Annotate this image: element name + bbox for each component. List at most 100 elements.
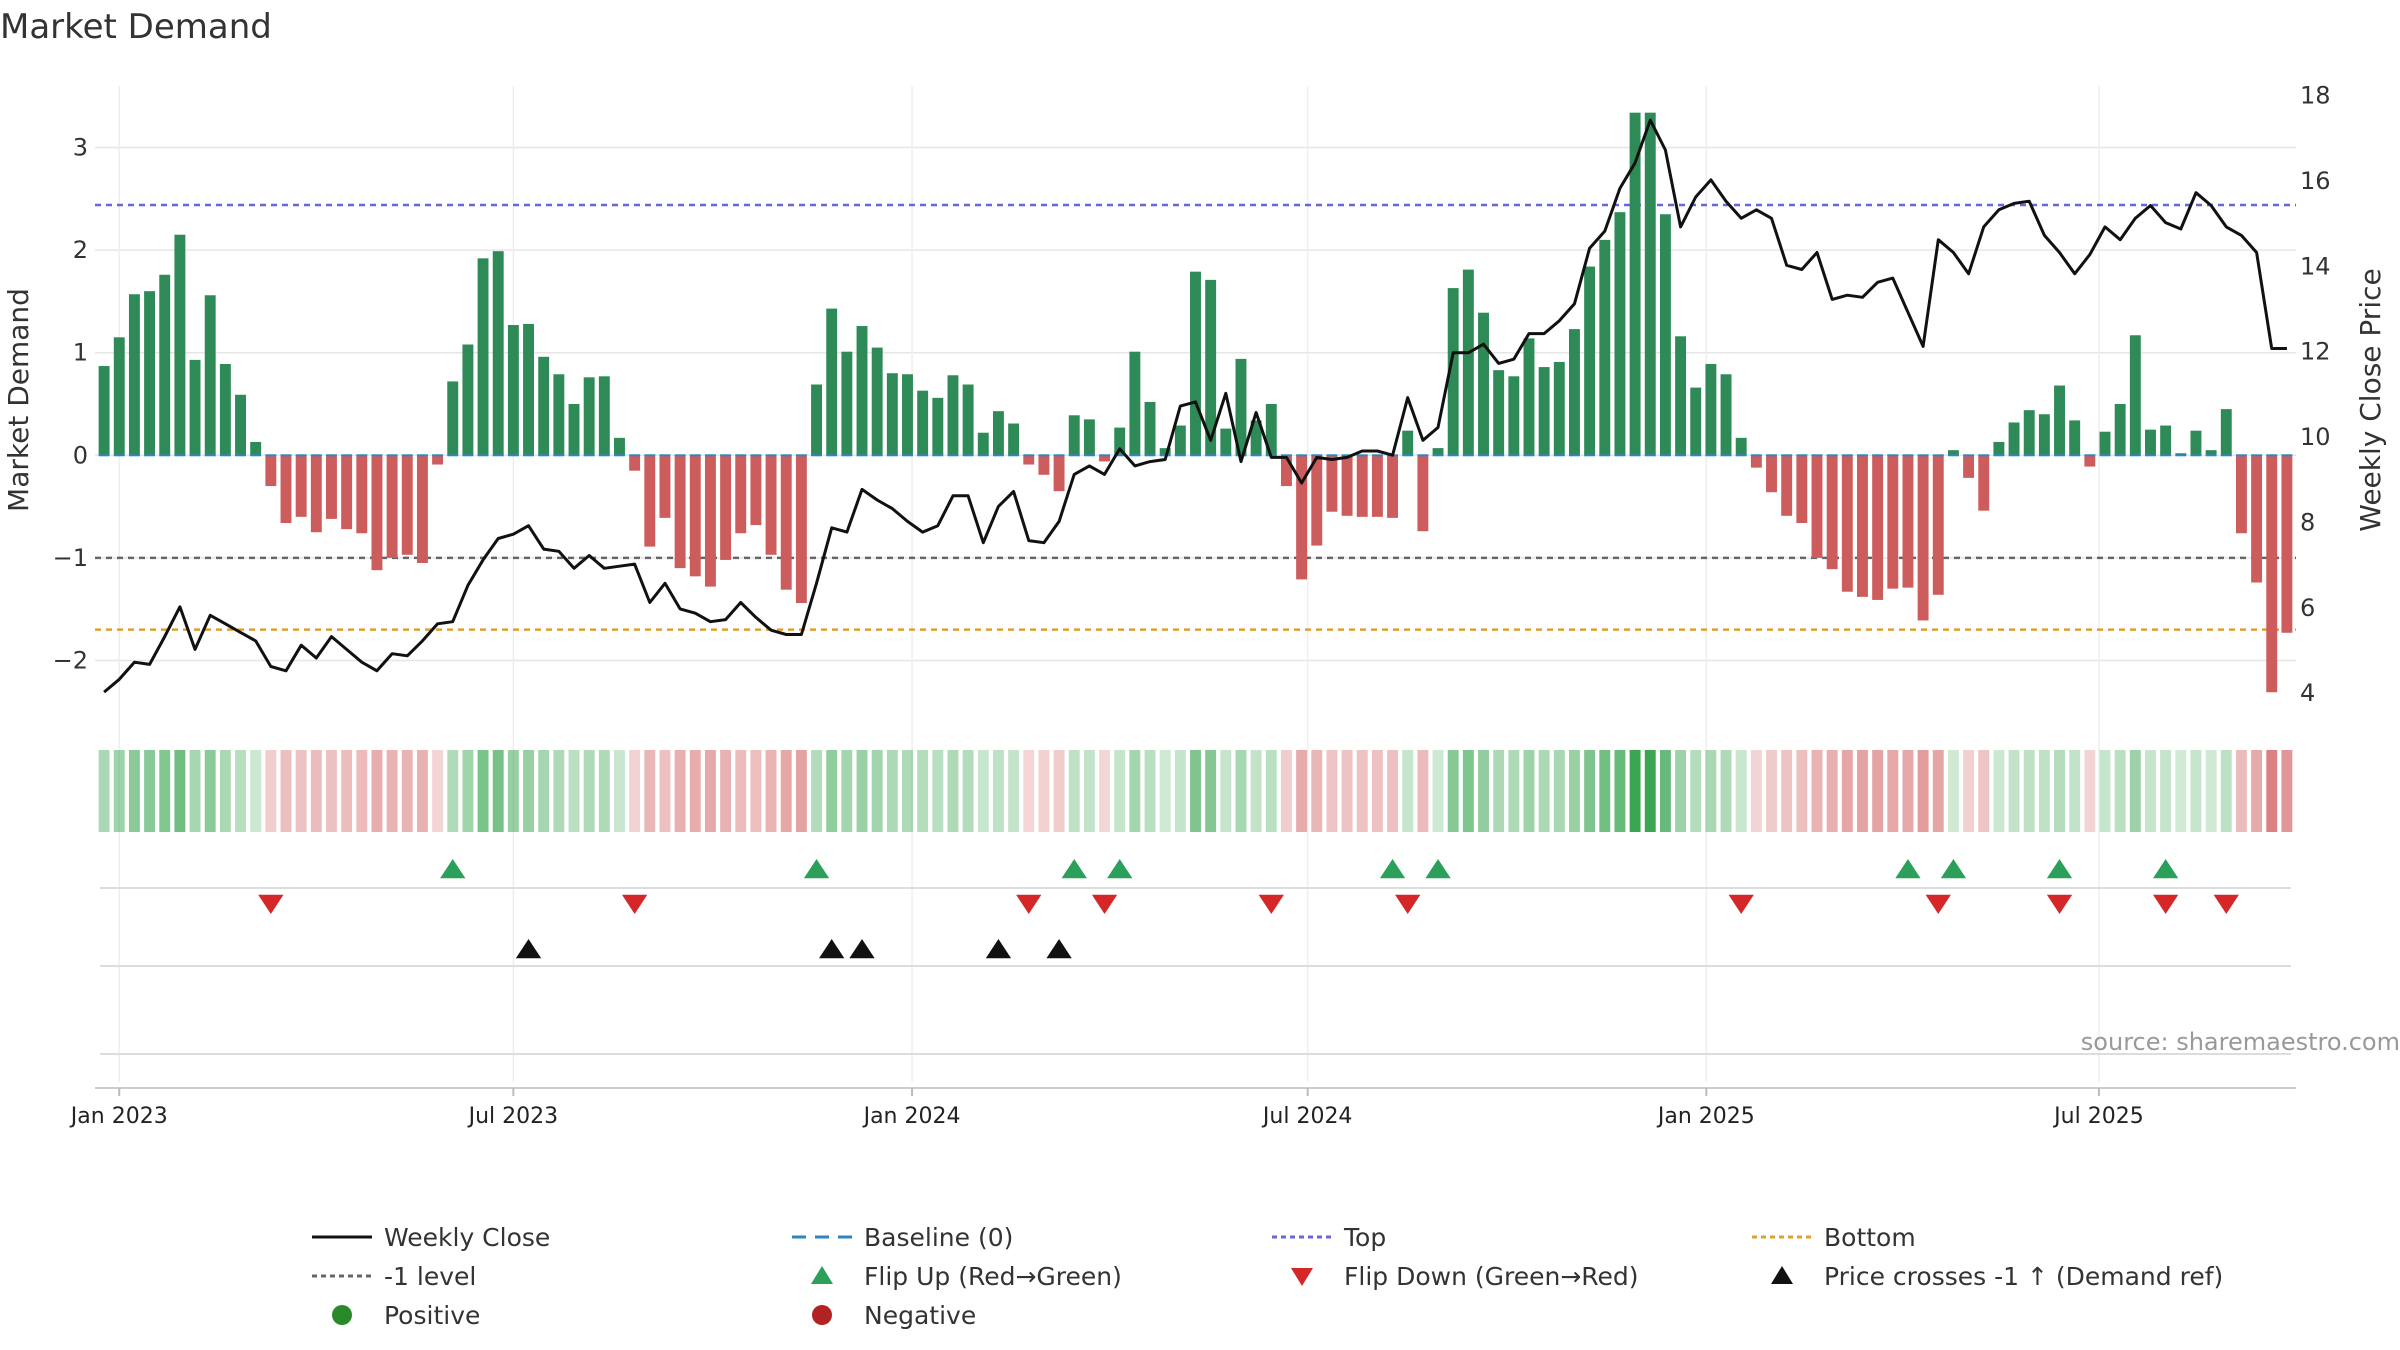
demand-bar	[341, 455, 353, 530]
demand-bar	[947, 375, 959, 456]
demand-bar	[780, 455, 792, 590]
strip-cell	[1311, 750, 1323, 832]
demand-bar	[2084, 455, 2096, 467]
strip-cell	[583, 750, 595, 832]
x-tick-labels: Jan 2023 Jul 2023 Jan 2024 Jul 2024 Jan 2025…	[69, 1088, 2144, 1129]
strip-cell	[1735, 750, 1747, 832]
demand-bar	[2160, 425, 2172, 456]
demand-bar	[644, 455, 656, 547]
demand-bar	[1129, 351, 1141, 456]
strip-cell	[1599, 750, 1611, 832]
strip-cell	[280, 750, 292, 832]
demand-bar	[902, 374, 913, 456]
strip-cell	[401, 750, 413, 832]
demand-bar	[1599, 239, 1611, 456]
source-note: source: sharemaestro.com	[2081, 1028, 2400, 1056]
legend-swatch-triangle-down	[1291, 1268, 1313, 1286]
demand-bar	[1917, 455, 1929, 621]
flip-up-marker	[803, 859, 830, 879]
flip-down-marker	[1258, 894, 1284, 914]
demand-bar	[2145, 429, 2156, 456]
strip-cell	[1417, 750, 1429, 832]
demand-bar	[1190, 271, 1201, 456]
strip-cell	[992, 750, 1004, 832]
demand-bar	[1887, 455, 1899, 589]
y-left-tick-labels: −2 −1 0 1 2 3	[53, 134, 88, 675]
y-left-axis-label: Market Demand	[2, 288, 35, 512]
strip-cell	[310, 750, 322, 832]
demand-bar	[1614, 212, 1626, 456]
demand-bar	[1432, 448, 1444, 456]
demand-bar	[720, 455, 732, 560]
strip-cell	[1129, 750, 1141, 832]
demand-bar	[204, 295, 216, 456]
legend-label: Flip Down (Green→Red)	[1344, 1262, 1639, 1291]
demand-bar	[2008, 422, 2020, 456]
demand-bar	[462, 344, 474, 456]
demand-bar	[1902, 455, 1914, 588]
demand-bar	[1038, 455, 1050, 475]
price-cross-marker	[819, 939, 845, 959]
demand-bar	[386, 455, 398, 558]
demand-bar	[1417, 455, 1429, 532]
demand-bar	[2266, 455, 2278, 693]
demand-bar	[1766, 455, 1777, 493]
demand-bar	[1068, 415, 1080, 456]
strip-cell	[1083, 750, 1095, 832]
strip-cell	[219, 750, 231, 832]
demand-bar	[583, 377, 595, 456]
strip-cell	[326, 750, 337, 832]
flip-up-marker	[1895, 859, 1921, 879]
strip-cell	[1144, 750, 1156, 832]
demand-bars	[98, 112, 2293, 693]
y-right-tick-label: 6	[2300, 594, 2315, 622]
strip-cell	[1902, 750, 1914, 832]
demand-bar	[477, 258, 489, 456]
demand-bar	[1811, 455, 1823, 558]
demand-bar	[492, 251, 504, 456]
strip-cell	[917, 750, 929, 832]
y-right-tick-label: 8	[2300, 508, 2315, 536]
demand-bar	[1402, 430, 1414, 456]
legend-label: Bottom	[1824, 1223, 1916, 1252]
demand-bar	[811, 384, 822, 456]
strip-cell	[1265, 750, 1277, 832]
demand-bar	[553, 374, 565, 456]
demand-bar	[235, 394, 246, 456]
demand-bar	[1659, 214, 1671, 456]
legend-label: Top	[1343, 1223, 1386, 1252]
demand-bar	[1220, 428, 1232, 456]
strip-cell	[2084, 750, 2096, 832]
strip-cell	[780, 750, 792, 832]
strip-cell	[1478, 750, 1489, 832]
strip-cell	[523, 750, 534, 832]
flip-down-marker	[1091, 894, 1118, 914]
x-tick-label: Jul 2024	[1261, 1104, 1353, 1129]
strip-cell	[1280, 750, 1292, 832]
demand-bar	[1053, 455, 1065, 492]
price-cross-marker	[515, 939, 542, 959]
demand-heat-strip	[98, 750, 2293, 832]
strip-cell	[1432, 750, 1444, 832]
demand-bar	[1508, 376, 1520, 456]
strip-cell	[2054, 750, 2065, 832]
strip-cell	[174, 750, 186, 832]
strip-cell	[1811, 750, 1823, 832]
flip-down-marker	[2046, 894, 2073, 914]
strip-cell	[462, 750, 474, 832]
weekly-close-line	[103, 118, 2287, 694]
flip-down-marker	[2213, 894, 2239, 914]
strip-cell	[2220, 750, 2232, 832]
demand-bar	[1159, 448, 1171, 456]
strip-cell	[1068, 750, 1080, 832]
demand-bar	[1083, 419, 1095, 456]
demand-bar	[2114, 404, 2126, 456]
strip-cell	[977, 750, 989, 832]
strip-cell	[265, 750, 277, 832]
strip-cell	[113, 750, 125, 832]
y-right-tick-label: 10	[2300, 423, 2331, 451]
demand-bar	[1008, 423, 1020, 456]
demand-bar	[1356, 455, 1368, 517]
demand-bar	[189, 359, 201, 456]
strip-cell	[1781, 750, 1793, 832]
